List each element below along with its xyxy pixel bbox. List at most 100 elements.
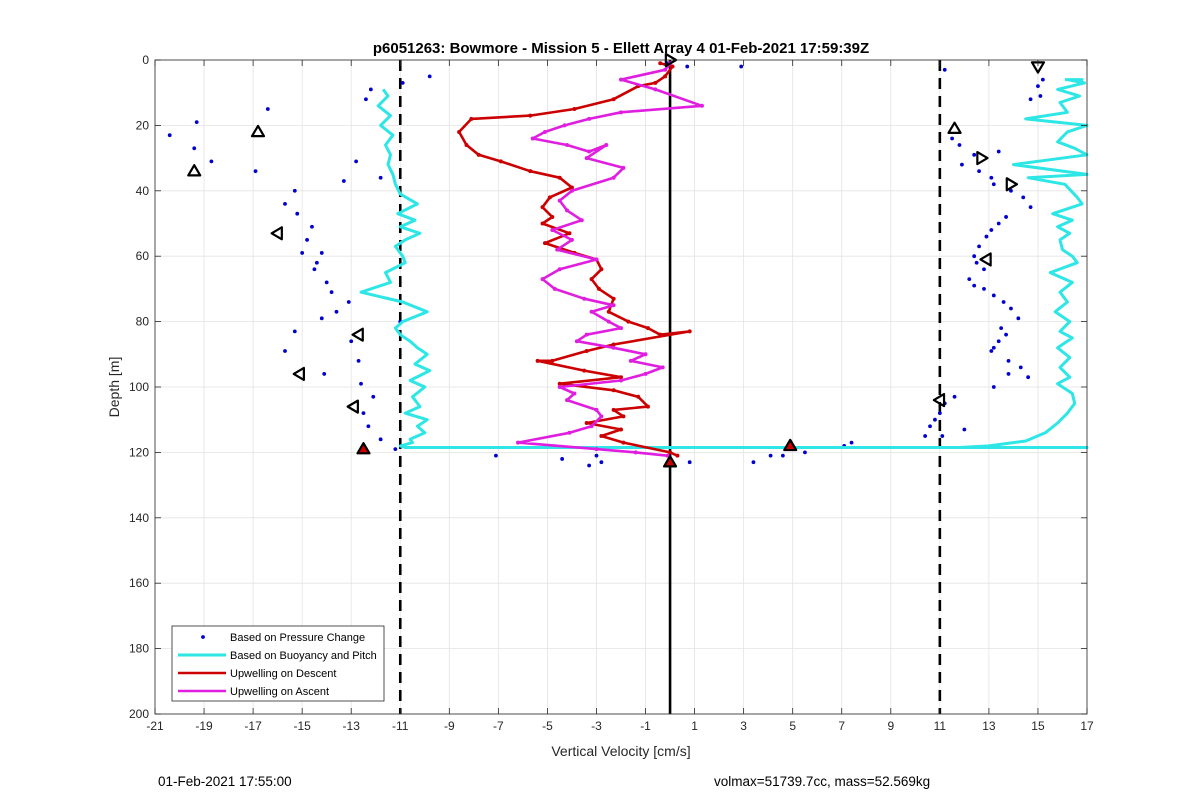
pressure-change-point xyxy=(560,457,565,461)
ascent-upwelling-point xyxy=(557,385,562,389)
descent-upwelling-point xyxy=(626,319,631,324)
ascent-upwelling-point xyxy=(542,129,547,134)
pressure-change-point xyxy=(1021,195,1026,200)
pressure-change-point xyxy=(354,159,359,164)
pressure-change-point xyxy=(768,453,773,458)
pressure-change-point xyxy=(1036,84,1040,89)
pressure-change-point xyxy=(359,381,363,386)
descent-upwelling-point xyxy=(658,61,663,66)
ascent-upwelling-line xyxy=(516,62,704,457)
pressure-change-point xyxy=(1018,365,1023,370)
pressure-change-point xyxy=(587,463,592,468)
pressure-change-point xyxy=(346,300,351,304)
descent-upwelling-point xyxy=(687,329,692,334)
pressure-change-point xyxy=(393,447,398,452)
surface-event-marker xyxy=(1005,177,1019,192)
descent-upwelling-point xyxy=(557,381,562,386)
descent-upwelling-point xyxy=(668,450,673,455)
pressure-change-point xyxy=(361,411,366,416)
pressure-change-point xyxy=(283,201,287,206)
ascent-upwelling-point xyxy=(530,136,535,141)
footer-volume-mass: volmax=51739.7cc, mass=52.569kg xyxy=(714,774,931,789)
descent-upwelling-point xyxy=(469,116,474,121)
descent-upwelling-point xyxy=(621,414,626,419)
ascent-upwelling-point xyxy=(653,87,658,92)
ascent-upwelling-point xyxy=(643,371,648,376)
y-tick-label: 0 xyxy=(142,53,149,67)
descent-upwelling-point xyxy=(611,388,616,393)
pressure-change-point xyxy=(751,460,756,465)
descent-upwelling-point xyxy=(619,375,623,380)
ascent-upwelling-point xyxy=(515,440,520,445)
pressure-change-point xyxy=(292,188,297,193)
pressure-change-point xyxy=(310,224,314,229)
descent-upwelling-point xyxy=(611,296,616,301)
x-tick-label: -19 xyxy=(195,719,213,733)
pressure-change-point xyxy=(1038,94,1043,98)
descent-upwelling-point xyxy=(596,286,601,291)
pressure-change-point xyxy=(427,74,432,79)
descent-upwelling-point xyxy=(599,267,604,272)
pressure-change-point xyxy=(400,80,405,85)
descent-upwelling-point xyxy=(599,434,604,439)
descent-upwelling-point xyxy=(476,152,481,157)
pressure-change-point xyxy=(739,64,744,69)
descent-upwelling-point xyxy=(572,107,577,112)
descent-upwelling-point xyxy=(547,195,552,200)
pressure-change-point xyxy=(989,228,994,232)
ascent-upwelling-point xyxy=(565,143,570,148)
ascent-upwelling-point xyxy=(621,165,626,170)
pressure-change-point xyxy=(989,175,994,180)
ascent-upwelling-point xyxy=(594,407,599,412)
ascent-upwelling-point xyxy=(550,228,555,233)
pressure-change-point xyxy=(957,143,962,147)
pressure-change-point xyxy=(937,411,942,416)
pressure-change-point xyxy=(780,453,785,458)
pressure-change-point xyxy=(1040,77,1045,82)
x-tick-label: 15 xyxy=(1031,719,1045,733)
pressure-change-point xyxy=(996,221,1001,226)
descent-upwelling-point xyxy=(645,404,650,409)
pressure-change-point xyxy=(1004,332,1008,337)
pressure-change-point xyxy=(803,450,807,455)
ascent-upwelling-point xyxy=(604,143,609,148)
series-group xyxy=(167,61,1089,468)
descent-upwelling-point xyxy=(542,241,547,246)
descent-upwelling-point xyxy=(535,358,540,363)
pressure-change-point xyxy=(923,434,928,438)
surface-event-marker xyxy=(250,124,266,138)
descent-upwelling-point xyxy=(550,214,555,219)
x-tick-label: -1 xyxy=(640,719,651,733)
ascent-upwelling-point xyxy=(587,149,592,154)
pressure-change-point xyxy=(324,280,329,285)
surface-event-marker xyxy=(932,392,946,408)
x-axis-label: Vertical Velocity [cm/s] xyxy=(551,743,690,759)
pressure-change-point xyxy=(319,251,324,255)
pressure-change-point xyxy=(349,339,354,344)
x-tick-label: 9 xyxy=(887,719,894,733)
descent-upwelling-point xyxy=(540,221,545,226)
x-tick-label: -3 xyxy=(591,719,602,733)
pressure-change-point xyxy=(364,97,368,102)
ascent-upwelling-point xyxy=(567,430,572,435)
pressure-change-point xyxy=(685,64,690,69)
ascent-upwelling-point xyxy=(606,319,611,324)
pressure-change-point xyxy=(950,136,955,141)
pressure-change-point xyxy=(314,260,319,265)
x-tick-label: -13 xyxy=(343,719,361,733)
pressure-change-point xyxy=(1026,375,1031,380)
pressure-change-point xyxy=(977,244,981,249)
x-tick-label: -9 xyxy=(444,719,455,733)
x-tick-label: -15 xyxy=(293,719,311,733)
pressure-change-point xyxy=(594,453,599,458)
pressure-change-point xyxy=(952,394,957,399)
x-tick-label: 13 xyxy=(982,719,996,733)
pressure-change-point xyxy=(928,424,932,429)
surface-event-marker xyxy=(351,327,364,342)
x-tick-label: -17 xyxy=(244,719,262,733)
pressure-change-point xyxy=(1001,300,1006,304)
descent-upwelling-point xyxy=(550,358,555,363)
legend-swatch-pressure xyxy=(201,635,205,639)
surface-event-marker xyxy=(292,366,306,382)
descent-upwelling-point xyxy=(589,277,594,282)
